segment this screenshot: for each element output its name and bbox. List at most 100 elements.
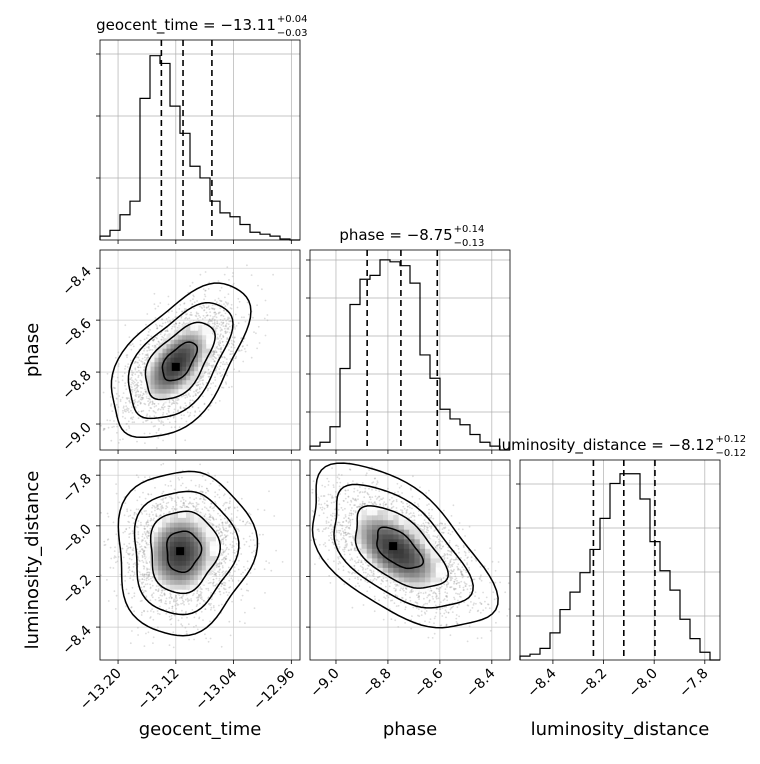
scatter-point xyxy=(189,497,191,499)
scatter-point xyxy=(223,503,225,505)
scatter-point xyxy=(246,522,248,524)
scatter-point xyxy=(205,588,207,590)
scatter-point xyxy=(249,522,251,524)
scatter-point xyxy=(170,480,172,482)
scatter-point xyxy=(205,492,207,494)
scatter-point xyxy=(130,360,132,362)
scatter-point xyxy=(152,402,154,404)
scatter-point xyxy=(114,550,116,552)
scatter-point xyxy=(137,627,139,629)
scatter-point xyxy=(201,611,203,613)
scatter-point xyxy=(242,345,244,347)
scatter-point xyxy=(145,354,147,356)
scatter-point xyxy=(129,515,131,517)
scatter-point xyxy=(156,447,158,449)
scatter-point xyxy=(130,410,132,412)
scatter-point xyxy=(132,391,134,393)
scatter-point xyxy=(259,342,261,344)
scatter-point xyxy=(223,315,225,317)
scatter-point xyxy=(113,426,115,428)
scatter-point xyxy=(137,391,139,393)
scatter-point xyxy=(137,376,139,378)
scatter-point xyxy=(127,562,129,564)
scatter-point xyxy=(231,308,233,310)
scatter-point xyxy=(189,395,191,397)
scatter-point xyxy=(171,426,173,428)
scatter-point xyxy=(160,333,162,335)
scatter-point xyxy=(217,513,219,515)
scatter-point xyxy=(224,318,226,320)
scatter-point xyxy=(176,504,178,506)
scatter-point xyxy=(223,560,225,562)
scatter-point xyxy=(209,387,211,389)
scatter-point xyxy=(229,544,231,546)
scatter-point xyxy=(226,302,228,304)
scatter-point xyxy=(227,481,229,483)
scatter-point xyxy=(231,346,233,348)
scatter-point xyxy=(193,499,195,501)
scatter-point xyxy=(244,569,246,571)
scatter-point xyxy=(191,303,193,305)
scatter-point xyxy=(218,580,220,582)
scatter-point xyxy=(161,595,163,597)
scatter-point xyxy=(165,484,167,486)
scatter-point xyxy=(194,411,196,413)
scatter-point xyxy=(145,595,147,597)
scatter-point xyxy=(134,512,136,514)
scatter-point xyxy=(108,600,110,602)
scatter-point xyxy=(103,429,105,431)
scatter-point xyxy=(232,533,234,535)
scatter-point xyxy=(232,336,234,338)
scatter-point xyxy=(199,388,201,390)
scatter-point xyxy=(146,313,148,315)
scatter-point xyxy=(142,533,144,535)
scatter-point xyxy=(140,524,142,526)
scatter-point xyxy=(144,403,146,405)
scatter-point xyxy=(222,541,224,543)
scatter-point xyxy=(132,412,134,414)
scatter-point xyxy=(219,327,221,329)
scatter-point xyxy=(164,333,166,335)
scatter-point xyxy=(131,559,133,561)
histogram-step-phase xyxy=(310,260,510,450)
scatter-point xyxy=(173,601,175,603)
scatter-point xyxy=(151,507,153,509)
scatter-point xyxy=(133,610,135,612)
scatter-point xyxy=(221,356,223,358)
scatter-point xyxy=(142,353,144,355)
scatter-point xyxy=(125,402,127,404)
scatter-point xyxy=(205,296,207,298)
scatter-point xyxy=(262,534,264,536)
scatter-point xyxy=(144,339,146,341)
scatter-point xyxy=(161,407,163,409)
scatter-point xyxy=(253,550,255,552)
histogram-step-luminosity_distance xyxy=(520,474,720,660)
scatter-point xyxy=(224,363,226,365)
scatter-point xyxy=(233,552,235,554)
scatter-point xyxy=(125,411,127,413)
scatter-point xyxy=(247,560,249,562)
scatter-point xyxy=(116,393,118,395)
scatter-point xyxy=(222,505,224,507)
scatter-point xyxy=(182,311,184,313)
scatter-point xyxy=(223,303,225,305)
scatter-point xyxy=(236,564,238,566)
scatter-point xyxy=(219,290,221,292)
scatter-point xyxy=(182,602,184,604)
scatter-point xyxy=(239,301,241,303)
scatter-point xyxy=(127,366,129,368)
scatter-point xyxy=(246,344,248,346)
scatter-point xyxy=(203,497,205,499)
scatter-point xyxy=(191,600,193,602)
scatter-point xyxy=(212,316,214,318)
scatter-point xyxy=(144,476,146,478)
scatter-point xyxy=(236,325,238,327)
scatter-point xyxy=(107,373,109,375)
scatter-point xyxy=(237,506,239,508)
scatter-point xyxy=(223,361,225,363)
scatter-point xyxy=(140,522,142,524)
scatter-point xyxy=(169,601,171,603)
scatter-point xyxy=(270,570,272,572)
scatter-point xyxy=(147,328,149,330)
scatter-point xyxy=(192,282,194,284)
